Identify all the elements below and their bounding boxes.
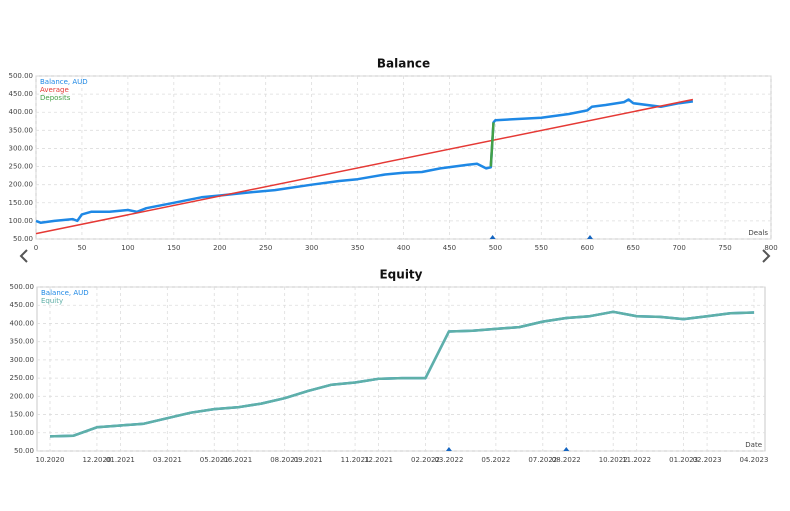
y-tick-label: 250.00 — [10, 374, 35, 382]
x-tick-label: 11.2021 — [341, 456, 370, 464]
legend-entry: Average — [40, 86, 69, 94]
y-tick-label: 300.00 — [10, 356, 35, 364]
deposit-marker — [489, 235, 496, 239]
y-tick-label: 150.00 — [9, 199, 34, 207]
legend-entry: Equity — [41, 297, 63, 305]
y-tick-label: 300.00 — [9, 144, 34, 152]
x-tick-label: 150 — [167, 244, 180, 252]
y-tick-label: 150.00 — [10, 411, 35, 419]
y-tick-label: 200.00 — [10, 392, 35, 400]
x-tick-label: 12.2021 — [364, 456, 393, 464]
x-tick-label: 05.2021 — [200, 456, 229, 464]
y-tick-label: 500.00 — [9, 72, 34, 80]
x-tick-label: 200 — [213, 244, 226, 252]
x-tick-label: 01.2021 — [106, 456, 135, 464]
x-tick-label: 12.2020 — [82, 456, 111, 464]
chart-title: Balance — [377, 57, 430, 71]
x-tick-label: 800 — [764, 244, 777, 252]
series-line — [35, 98, 694, 235]
y-tick-label: 100.00 — [10, 429, 35, 437]
x-tick-label: 02.2022 — [411, 456, 440, 464]
x-tick-label: 02.2023 — [693, 456, 722, 464]
chart-title: Equity — [379, 268, 422, 282]
x-tick-label: 50 — [77, 244, 86, 252]
y-tick-label: 350.00 — [10, 338, 35, 346]
y-tick-label: 450.00 — [10, 301, 35, 309]
x-tick-label: 08.2022 — [552, 456, 581, 464]
deposit-marker — [445, 447, 452, 451]
y-tick-label: 50.00 — [13, 235, 33, 243]
x-tick-label: 11.2022 — [622, 456, 651, 464]
x-axis-label: Deals — [748, 229, 768, 237]
legend-entry: Balance, AUD — [40, 78, 88, 86]
x-tick-label: 05.2022 — [481, 456, 510, 464]
y-tick-label: 350.00 — [9, 126, 34, 134]
x-tick-label: 650 — [627, 244, 640, 252]
x-tick-label: 09.2021 — [294, 456, 323, 464]
y-tick-label: 50.00 — [14, 447, 34, 455]
plot-area — [36, 286, 766, 452]
x-tick-label: 100 — [121, 244, 134, 252]
x-tick-label: 500 — [489, 244, 502, 252]
next-arrow[interactable] — [762, 249, 771, 263]
x-tick-label: 08.2021 — [270, 456, 299, 464]
x-tick-label: 06.2021 — [223, 456, 252, 464]
x-tick-label: 04.2023 — [740, 456, 769, 464]
x-tick-label: 0 — [34, 244, 38, 252]
y-tick-label: 500.00 — [10, 283, 35, 291]
y-tick-label: 400.00 — [10, 319, 35, 327]
x-tick-label: 10.2020 — [36, 456, 65, 464]
y-tick-label: 450.00 — [9, 90, 34, 98]
x-axis-label: Date — [745, 441, 762, 449]
series-line — [489, 122, 495, 167]
x-tick-label: 07.2022 — [528, 456, 557, 464]
x-tick-label: 01.2023 — [669, 456, 698, 464]
x-tick-label: 400 — [397, 244, 410, 252]
x-tick-label: 550 — [535, 244, 548, 252]
x-tick-label: 350 — [351, 244, 364, 252]
x-tick-label: 300 — [305, 244, 318, 252]
legend-entry: Deposits — [40, 94, 71, 102]
x-tick-label: 03.2022 — [434, 456, 463, 464]
x-tick-label: 700 — [672, 244, 685, 252]
y-tick-label: 250.00 — [9, 163, 34, 171]
deposit-marker — [563, 447, 570, 451]
x-tick-label: 10.2022 — [599, 456, 628, 464]
x-tick-label: 250 — [259, 244, 272, 252]
series-line — [35, 98, 694, 224]
legend-entry: Balance, AUD — [41, 289, 89, 297]
deposit-marker — [587, 235, 594, 239]
y-tick-label: 400.00 — [9, 108, 34, 116]
x-tick-label: 03.2021 — [153, 456, 182, 464]
x-tick-label: 750 — [718, 244, 731, 252]
y-tick-label: 200.00 — [9, 181, 34, 189]
x-tick-label: 600 — [581, 244, 594, 252]
x-tick-label: 450 — [443, 244, 456, 252]
y-tick-label: 100.00 — [9, 217, 34, 225]
series-line — [49, 310, 755, 438]
prev-arrow[interactable] — [19, 249, 28, 263]
